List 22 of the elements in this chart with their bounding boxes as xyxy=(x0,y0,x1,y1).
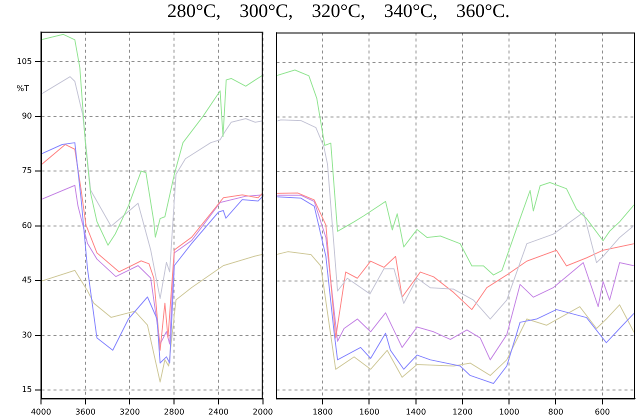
y-tick-label: 45 xyxy=(22,276,32,285)
x-tick-label: 2000 xyxy=(252,407,273,416)
y-tick-label: 30 xyxy=(22,330,32,340)
x-tick-label: 2400 xyxy=(208,407,229,416)
x-tick-label: 800 xyxy=(548,407,564,416)
y-tick-label: 75 xyxy=(22,166,32,176)
x-tick-label: 1000 xyxy=(498,407,520,416)
text: 280°C, 300°C, 320°C, 340°C, 360°C. xyxy=(166,0,511,24)
x-tick-label: 1600 xyxy=(359,407,380,416)
x-tick-label: 600 xyxy=(594,407,610,416)
x-tick-label: 2800 xyxy=(164,407,184,416)
y-tick-label: 90 xyxy=(22,112,32,121)
x-tick-label: 1800 xyxy=(312,407,333,416)
x-tick-label: 1400 xyxy=(406,407,426,416)
y-tick-label: 60 xyxy=(22,220,32,230)
y-axis-title: %T xyxy=(16,84,30,94)
y-tick-label: 15 xyxy=(22,385,32,394)
y-tick-label: 105 xyxy=(16,56,32,66)
x-tick-label: 4000 xyxy=(30,407,52,416)
x-tick-label: 3600 xyxy=(75,407,96,416)
x-tick-label: 1200 xyxy=(452,407,473,416)
x-tick-label: 3200 xyxy=(120,407,140,416)
